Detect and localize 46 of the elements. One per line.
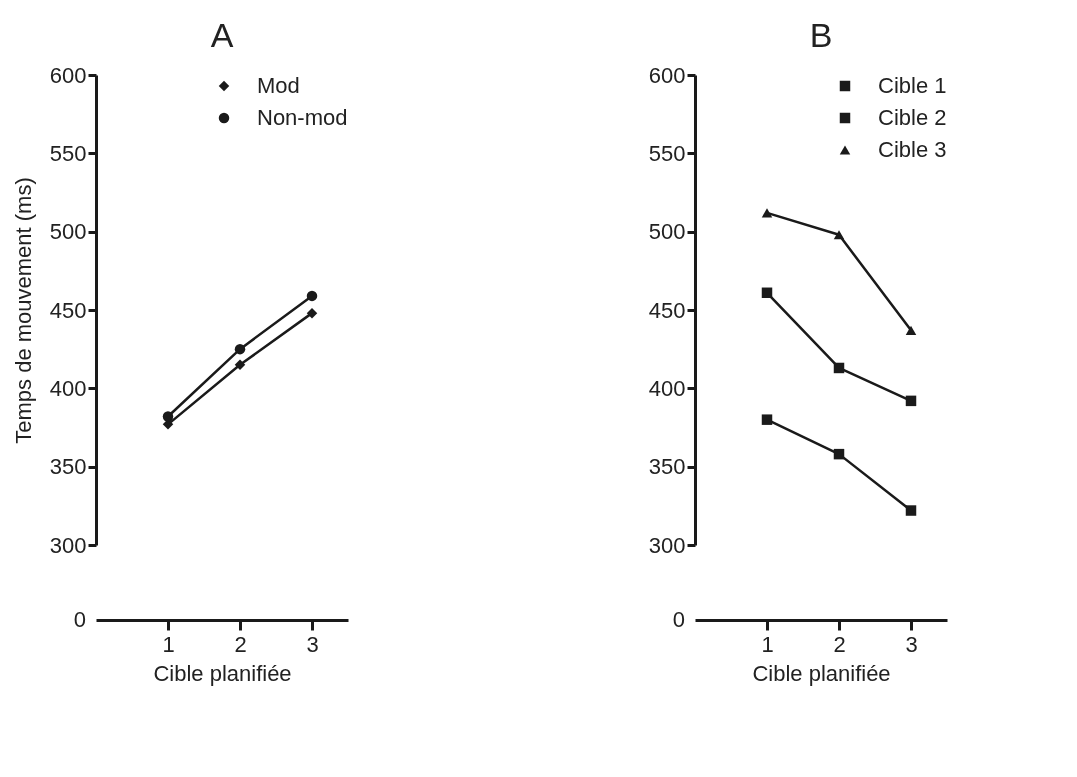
y-tick-label: 300 — [648, 532, 686, 558]
x-tick-label: 2 — [833, 631, 846, 657]
text: 0 — [73, 607, 86, 632]
y-tick-label: 400 — [49, 375, 87, 401]
x-tick-label: 1 — [162, 631, 175, 657]
point — [833, 230, 845, 240]
y-tick-label: 450 — [49, 297, 87, 323]
y-tick-label: 550 — [648, 140, 686, 166]
legend-label: Non-mod — [257, 105, 348, 130]
y-tick-label: 600 — [648, 62, 686, 88]
chart-title: A — [210, 16, 234, 54]
chart-title: B — [809, 16, 833, 54]
y-tick-label: 450 — [648, 297, 686, 323]
point — [905, 395, 917, 407]
point — [761, 208, 773, 218]
x-tick-label: 3 — [306, 631, 319, 657]
point — [833, 448, 845, 460]
y-tick-label: 350 — [49, 454, 87, 480]
point — [761, 414, 773, 425]
y-tick-label: 350 — [648, 454, 686, 480]
y-tick-label: 500 — [648, 219, 686, 245]
legend-label: Mod — [257, 73, 300, 98]
x-tick-label: 1 — [761, 631, 774, 657]
point — [306, 290, 318, 302]
point — [234, 359, 246, 371]
point — [833, 362, 845, 374]
point — [234, 343, 246, 355]
legend-label: Cible 1 — [878, 73, 947, 98]
x-axis-title: Cible planifiée — [153, 660, 292, 686]
x-tick-label: 3 — [905, 631, 918, 657]
legend-label: Cible 3 — [878, 137, 947, 162]
x-axis-title: Cible planifiée — [752, 660, 891, 686]
y-axis-title: Temps de mouvement (ms) — [10, 177, 36, 444]
point — [905, 325, 917, 335]
text: 0 — [672, 607, 685, 632]
y-tick-label: 600 — [49, 62, 87, 88]
y-tick-label: 500 — [49, 219, 87, 245]
x-tick-label: 2 — [234, 631, 247, 657]
y-tick-label: 400 — [648, 375, 686, 401]
point — [162, 411, 174, 422]
legend-label: Cible 2 — [878, 105, 947, 130]
y-tick-label: 550 — [49, 140, 87, 166]
point — [306, 307, 318, 319]
point — [905, 505, 917, 516]
point — [761, 287, 773, 299]
y-tick-label: 300 — [49, 532, 87, 558]
